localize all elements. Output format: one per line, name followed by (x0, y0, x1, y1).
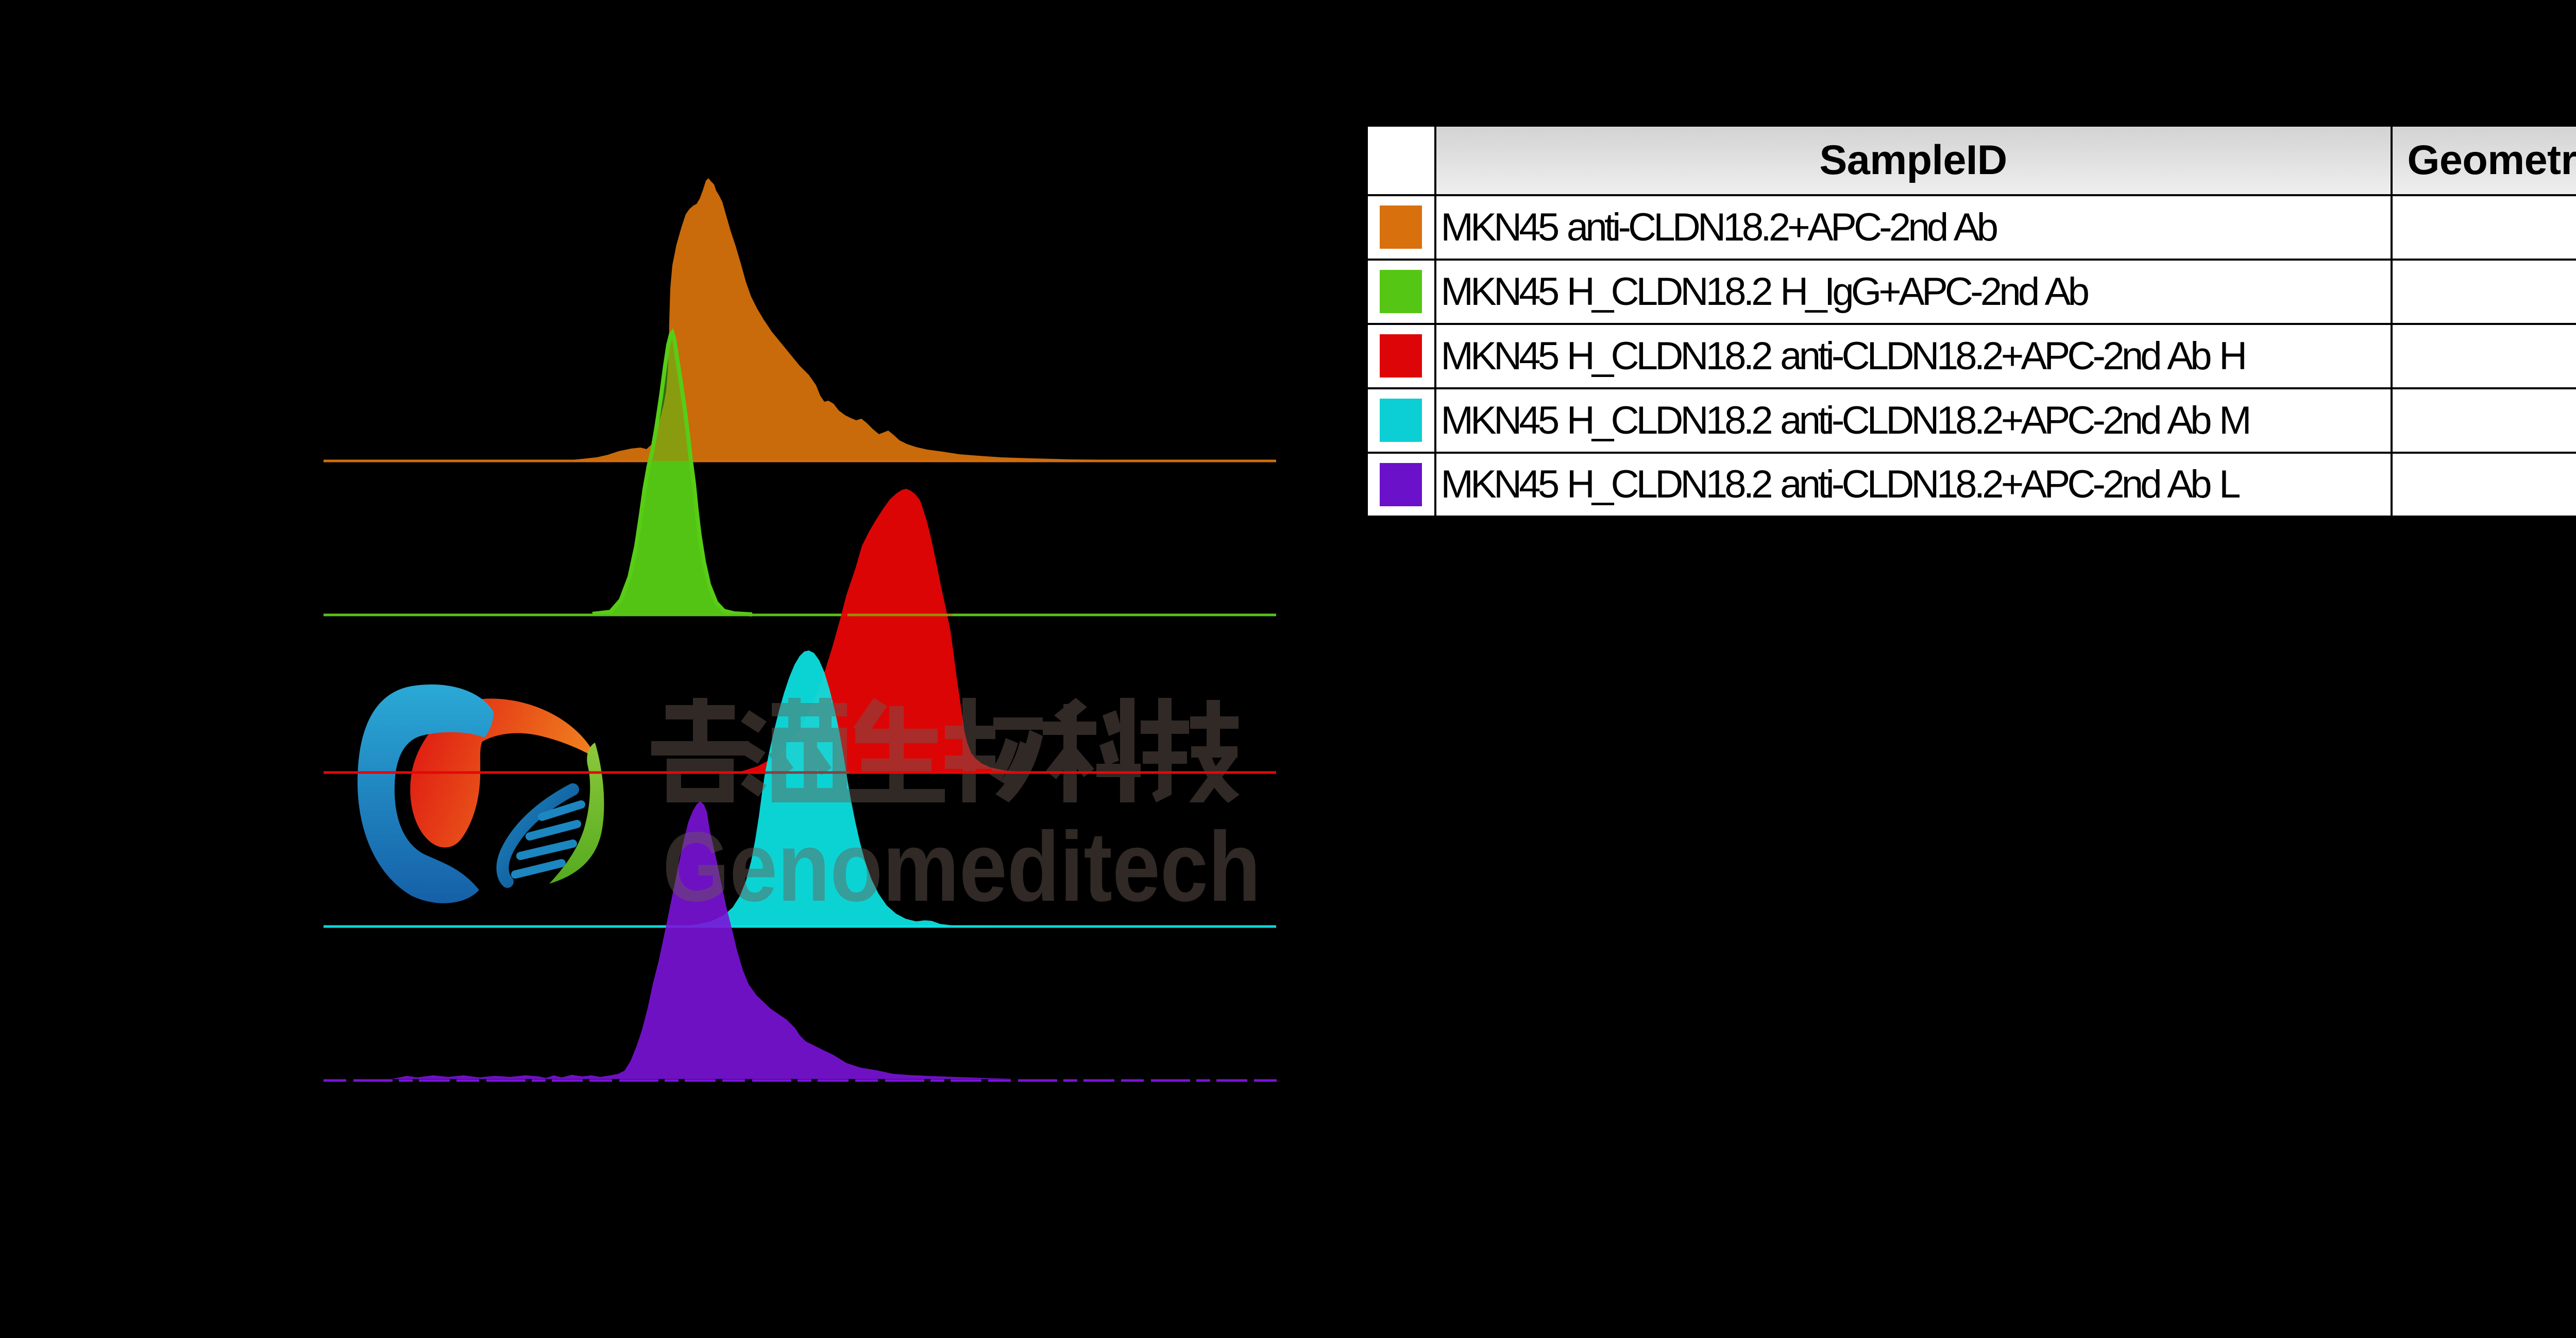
svg-text:Genomeditech: Genomeditech (663, 811, 1261, 922)
